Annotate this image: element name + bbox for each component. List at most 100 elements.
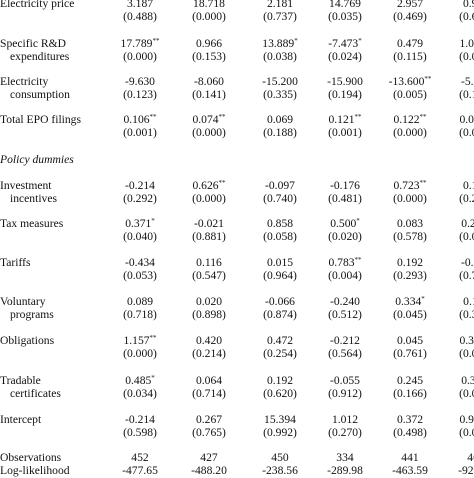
table-cell: 0.995** xyxy=(448,413,474,427)
table-cell: 0.371* xyxy=(112,217,168,231)
table-row: certificates (0.034) (0.714) (0.620) (0.912)… xyxy=(0,387,474,401)
table-cell: -238.56 xyxy=(262,464,298,477)
table-cell: 14.769 xyxy=(317,0,373,11)
coefficient-value: 13.889 xyxy=(262,37,295,50)
table-cell: -0.176 xyxy=(317,179,373,193)
coefficient-value: -8.060 xyxy=(194,75,224,88)
coefficient-value: 0.083 xyxy=(396,217,424,230)
table-cell: (0.714) xyxy=(192,387,226,400)
table-cell: (0.293) xyxy=(393,269,427,282)
table-row: Tax measures 0.371* -0.021 0.858 0.500* 0.083… xyxy=(0,217,474,231)
coefficient-value: 0.121 xyxy=(328,113,355,126)
significance-mark: ** xyxy=(149,113,157,122)
coefficient-value: 1.063 xyxy=(459,37,474,50)
table-cell: (0.228) xyxy=(459,192,474,205)
significance-mark: ** xyxy=(419,179,427,188)
table-cell: 0.994 xyxy=(448,0,474,11)
table-cell: -0.212 xyxy=(317,334,373,348)
table-cell: 0.074** xyxy=(181,113,237,127)
table-cell: (0.153) xyxy=(192,50,226,63)
table-row: Tariffs -0.434 0.116 0.015 0.783** 0.192 -0.04… xyxy=(0,256,474,270)
coefficient-value: 0.485 xyxy=(125,374,152,387)
coefficient-value: 0.235 xyxy=(461,217,474,230)
table-cell: -0.097 xyxy=(252,179,308,193)
table-cell: -488.20 xyxy=(191,464,227,477)
table-cell: 3.187 xyxy=(112,0,168,11)
coefficient-value: 0.192 xyxy=(396,256,424,269)
table-cell: (0.547) xyxy=(192,269,226,282)
table-cell: -0.055 xyxy=(317,374,373,388)
table-cell: (0.000) xyxy=(192,126,226,139)
table-cell: 0.858 xyxy=(252,217,308,231)
coefficient-value: 0.267 xyxy=(195,413,223,426)
coefficient-value: -0.434 xyxy=(125,256,155,269)
table-cell: 441 xyxy=(401,451,419,464)
table-cell: -0.214 xyxy=(112,413,168,427)
coefficient-value: 15.394 xyxy=(264,413,296,426)
coefficient-value: 18.718 xyxy=(193,0,225,10)
coefficient-value: -0.214 xyxy=(125,413,155,426)
coefficient-value: 0.966 xyxy=(195,37,223,50)
coefficient-value: -0.021 xyxy=(194,217,224,230)
table-cell: 0.479 xyxy=(382,37,438,51)
coefficient-value: 0.106 xyxy=(123,113,150,126)
table-cell: 0.305* xyxy=(448,374,474,388)
table-cell: 0.334* xyxy=(382,295,438,309)
table-row: Investment -0.214 0.626** -0.097 -0.176 0.723… xyxy=(0,179,474,193)
coefficient-value: 0.626 xyxy=(192,179,219,192)
table-cell: 0.045 xyxy=(382,334,438,348)
table-row: expenditures (0.000) (0.153) (0.038) (0.024)… xyxy=(0,50,474,64)
significance-mark: ** xyxy=(424,75,432,84)
table-cell: (0.024) xyxy=(328,50,362,63)
table-cell: (0.488) xyxy=(123,10,157,23)
row-label: Observations xyxy=(0,451,62,464)
table-cell: 13.889* xyxy=(252,37,308,51)
row-label: Electricity xyxy=(0,75,49,88)
coefficient-value: 0.783 xyxy=(328,256,355,269)
coefficient-value: -7.473 xyxy=(328,37,359,50)
row-label: Specific R&D xyxy=(0,37,67,50)
coefficient-value: 0.500 xyxy=(330,217,357,230)
table-cell: (0.481) xyxy=(328,192,362,205)
table-cell: 15.394 xyxy=(252,413,308,427)
coefficient-value: 0.145 xyxy=(462,179,474,192)
table-cell: -477.65 xyxy=(122,464,158,477)
row-label: Obligations xyxy=(0,334,55,347)
significance-mark: * xyxy=(356,217,360,226)
table-cell: (0.045) xyxy=(393,308,427,321)
row-label: Total EPO filings xyxy=(0,113,81,126)
significance-mark: ** xyxy=(354,256,362,265)
table-cell: -9.630 xyxy=(112,75,168,89)
table-cell: (0.000) xyxy=(123,347,157,360)
table-cell: 463 xyxy=(467,451,474,464)
table-cell: (0.004) xyxy=(459,347,474,360)
significance-mark: ** xyxy=(419,113,427,122)
significance-mark: ** xyxy=(149,334,157,343)
table-cell: 0.119 xyxy=(448,295,474,309)
table-cell: (0.765) xyxy=(192,426,226,439)
table-cell: -0.021 xyxy=(181,217,237,231)
coefficient-value: -0.043 xyxy=(461,256,474,269)
table-cell: (0.992) xyxy=(263,426,297,439)
table-row: (0.040) (0.881) (0.058) (0.020) (0.578) (0.04… xyxy=(0,230,474,244)
significance-mark: ** xyxy=(218,179,226,188)
table-cell: 0.020 xyxy=(181,295,237,309)
table-cell: (0.053) xyxy=(123,269,157,282)
table-cell: 1.063** xyxy=(448,37,474,51)
row-label: consumption xyxy=(10,88,70,101)
table-cell: (0.000) xyxy=(192,10,226,23)
table-cell: (0.578) xyxy=(393,230,427,243)
coefficient-value: 0.081 xyxy=(459,113,474,126)
significance-mark: ** xyxy=(354,113,362,122)
table-cell: (0.335) xyxy=(263,88,297,101)
table-cell: (0.188) xyxy=(263,126,297,139)
significance-mark: ** xyxy=(218,113,226,122)
table-cell: 2.957 xyxy=(382,0,438,11)
coefficient-value: 0.020 xyxy=(195,295,223,308)
table-cell: (0.035) xyxy=(328,10,362,23)
row-label: expenditures xyxy=(10,50,70,63)
table-cell: -0.214 xyxy=(112,179,168,193)
row-label: programs xyxy=(10,308,54,321)
row-label: Tradable xyxy=(0,374,41,387)
